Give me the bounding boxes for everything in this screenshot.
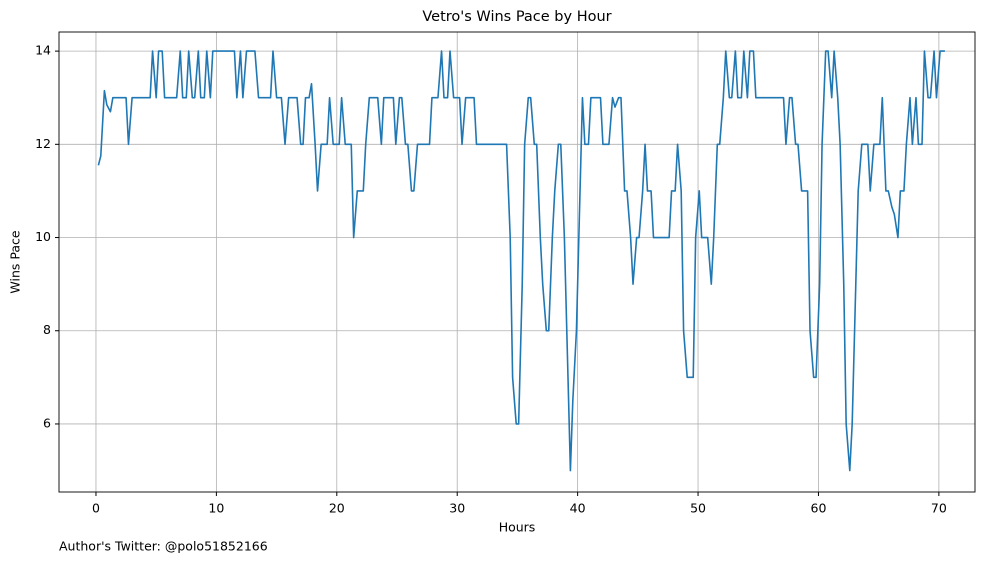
x-axis-label: Hours (499, 520, 536, 535)
annotation: Author's Twitter: @polo51852166 (59, 539, 268, 554)
x-tick-label: 20 (329, 501, 345, 516)
y-tick-label: 14 (35, 43, 51, 58)
x-tick-label: 60 (811, 501, 827, 516)
x-tick-label: 30 (449, 501, 465, 516)
x-tick-label: 50 (690, 501, 706, 516)
y-tick-label: 12 (35, 136, 51, 151)
y-tick-label: 10 (35, 229, 51, 244)
x-tick-label: 70 (931, 501, 947, 516)
data-line (97, 50, 945, 472)
x-tick-label: 0 (92, 501, 100, 516)
y-tick-label: 6 (43, 415, 51, 430)
chart-title: Vetro's Wins Pace by Hour (422, 9, 611, 25)
y-axis-label: Wins Pace (8, 230, 23, 293)
plot-frame (58, 31, 976, 493)
y-tick-label: 8 (43, 322, 51, 337)
x-tick-label: 10 (208, 501, 224, 516)
x-tick-label: 40 (570, 501, 586, 516)
